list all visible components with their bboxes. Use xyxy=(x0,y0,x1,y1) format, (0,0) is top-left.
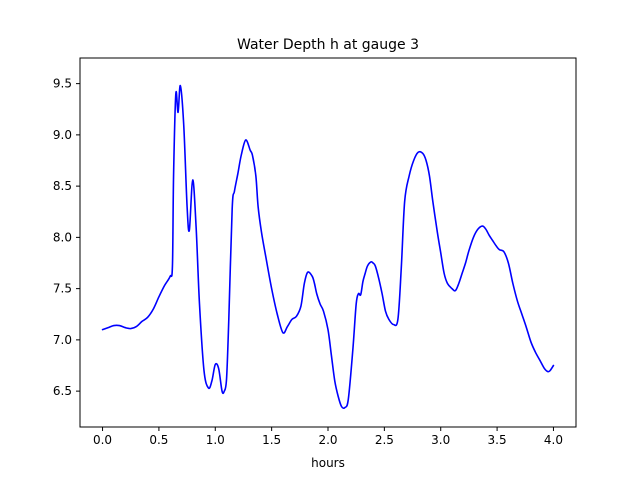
plot-area: 0.0 0.5 1.0 1.5 2.0 2.5 3.0 3.5 4.0 6.5 7.0 7.5 8.0… xyxy=(53,57,577,447)
x-tick-label: 3.0 xyxy=(431,433,450,447)
y-tick-label: 8.0 xyxy=(53,230,72,244)
y-axis-ticks: 6.5 7.0 7.5 8.0 8.5 9.0 9.5 xyxy=(53,77,80,398)
x-axis-label: hours xyxy=(311,456,345,470)
x-tick-label: 0.5 xyxy=(149,433,168,447)
y-tick-label: 9.0 xyxy=(53,128,72,142)
series-line xyxy=(101,84,555,410)
y-tick-label: 7.0 xyxy=(53,333,72,347)
chart-title: Water Depth h at gauge 3 xyxy=(237,37,419,53)
y-tick-label: 7.5 xyxy=(53,282,72,296)
x-tick-label: 2.5 xyxy=(375,433,394,447)
x-tick-label: 2.0 xyxy=(318,433,337,447)
y-tick-label: 6.5 xyxy=(53,384,72,398)
x-tick-label: 1.0 xyxy=(206,433,225,447)
x-tick-label: 0.0 xyxy=(93,433,112,447)
y-tick-label: 9.5 xyxy=(53,77,72,91)
x-tick-label: 1.5 xyxy=(262,433,281,447)
x-tick-label: 4.0 xyxy=(544,433,563,447)
x-axis-ticks: 0.0 0.5 1.0 1.5 2.0 2.5 3.0 3.5 4.0 xyxy=(93,427,563,447)
y-tick-label: 8.5 xyxy=(53,179,72,193)
series-layer xyxy=(101,84,555,410)
x-tick-label: 3.5 xyxy=(488,433,507,447)
